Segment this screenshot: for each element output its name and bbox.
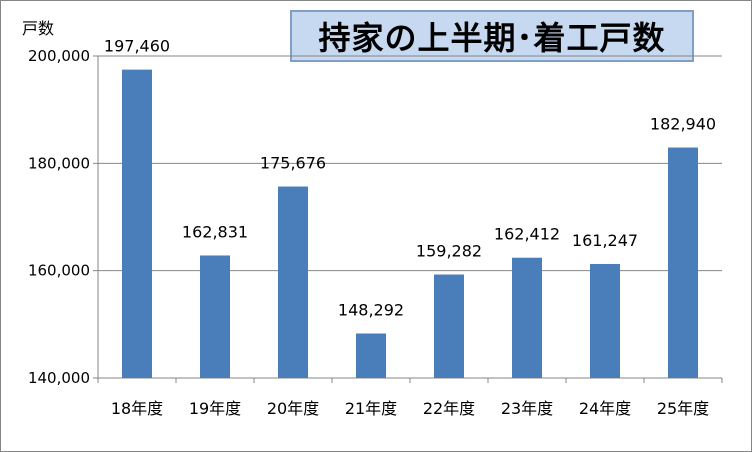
bar <box>278 186 308 378</box>
data-label: 175,676 <box>260 154 326 173</box>
data-label: 162,831 <box>182 222 248 241</box>
bar <box>122 69 152 378</box>
bars <box>122 69 698 378</box>
data-label: 182,940 <box>650 115 716 134</box>
y-tick-label: 200,000 <box>28 47 90 65</box>
y-axis-unit-label: 戸数 <box>22 19 55 38</box>
bar <box>668 147 698 378</box>
x-tick-label: 25年度 <box>657 399 709 418</box>
bar <box>356 333 386 378</box>
data-label: 162,412 <box>494 225 560 244</box>
data-labels: 197,460 162,831 175,676 148,292 159,282 162,4… <box>104 37 716 320</box>
bar <box>512 257 542 378</box>
x-tick-label: 19年度 <box>189 399 241 418</box>
y-tick-label: 140,000 <box>28 369 90 387</box>
x-tick-label: 21年度 <box>345 399 397 418</box>
x-tick-label: 18年度 <box>111 399 163 418</box>
data-label: 148,292 <box>338 300 404 319</box>
bar <box>590 263 620 378</box>
bar <box>200 255 230 378</box>
x-tick-label: 23年度 <box>501 399 553 418</box>
chart-title: 持家の上半期･着工戸数 <box>318 19 666 57</box>
y-tick-label: 160,000 <box>28 262 90 280</box>
data-label: 159,282 <box>416 242 482 261</box>
y-tick-label: 180,000 <box>28 154 90 172</box>
x-tick-label: 20年度 <box>267 399 319 418</box>
chart-title-box: 持家の上半期･着工戸数 <box>290 10 694 62</box>
data-label: 197,460 <box>104 37 170 56</box>
bar <box>434 274 464 378</box>
x-tick-label: 24年度 <box>579 399 631 418</box>
x-tick-label: 22年度 <box>423 399 475 418</box>
data-label: 161,247 <box>572 231 638 250</box>
